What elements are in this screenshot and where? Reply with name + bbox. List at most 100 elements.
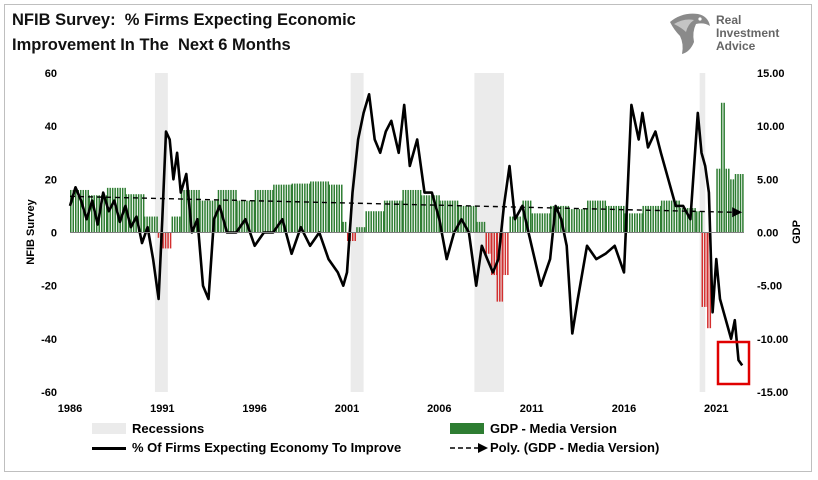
gdp-bar	[331, 184, 333, 233]
gdp-bar	[409, 189, 412, 233]
gdp-bar	[254, 189, 257, 233]
gdp-bar	[599, 200, 602, 233]
gdp-bar	[356, 227, 358, 233]
gdp-bar	[273, 184, 275, 233]
gdp-bar	[549, 213, 551, 233]
gdp-bar	[730, 179, 732, 233]
gdp-bar	[404, 189, 407, 233]
gdp-bar	[451, 200, 454, 233]
gdp-bar	[315, 181, 317, 233]
gdp-bar	[317, 181, 320, 233]
gdp-bar	[509, 216, 511, 233]
gdp-bar	[80, 189, 82, 233]
right-tick-label: 0.00	[757, 228, 778, 240]
gdp-bar	[620, 205, 623, 233]
gdp-bar	[581, 209, 583, 233]
legend-swatch-trend	[450, 443, 488, 453]
gdp-bar	[631, 213, 633, 233]
gdp-bar	[608, 205, 610, 233]
gdp-bar	[283, 184, 285, 233]
gdp-bar	[734, 174, 737, 233]
x-tick-label: 2006	[427, 403, 451, 415]
legend-swatch-gdp	[450, 423, 484, 434]
gdp-bar	[312, 181, 315, 233]
gdp-bar	[723, 102, 725, 233]
chart-title-line-1: NFIB Survey: % Firms Expecting Economic	[12, 11, 356, 29]
gdp-bar	[251, 200, 253, 233]
left-axis-ticks: 60 40 20 0 -20 -40 -60	[41, 68, 57, 399]
gdp-bar	[248, 200, 251, 233]
gdp-bar	[253, 200, 256, 233]
eagle-logo-icon	[670, 13, 710, 54]
gdp-bar	[565, 205, 567, 233]
gdp-bar	[301, 183, 304, 233]
gdp-bar	[704, 232, 706, 307]
gdp-bar	[578, 209, 581, 233]
left-tick-label: 20	[45, 174, 57, 186]
gdp-bar	[157, 232, 160, 238]
gdp-bar	[162, 232, 164, 249]
right-axis-ticks: 15.00 10.00 5.00 0.00 -5.00 -10.00 -15.00	[757, 68, 788, 399]
gdp-bar	[647, 205, 649, 233]
gdp-bar	[391, 200, 393, 233]
gdp-bar	[206, 200, 209, 233]
gdp-bar	[169, 232, 172, 249]
gdp-bar	[522, 200, 524, 233]
gdp-bar	[342, 221, 344, 233]
gdp-bar	[573, 209, 576, 233]
gdp-bar	[602, 200, 604, 233]
gdp-bar	[140, 194, 142, 233]
left-axis-label: NFIB Survey	[25, 198, 37, 264]
gdp-bar	[511, 216, 514, 233]
x-tick-label: 2011	[520, 403, 544, 415]
gdp-bar	[291, 183, 294, 233]
gdp-bar	[386, 200, 388, 233]
gdp-bar	[114, 187, 116, 233]
right-tick-label: 5.00	[757, 174, 778, 186]
gdp-bar	[668, 200, 670, 233]
gdp-bar	[90, 195, 93, 233]
gdp-bar	[95, 195, 98, 233]
gdp-bar	[673, 200, 675, 233]
gdp-bar	[306, 183, 309, 233]
gdp-bar	[663, 200, 665, 233]
right-tick-label: 15.00	[757, 68, 785, 80]
gdp-bar	[204, 200, 206, 233]
gdp-bar	[393, 200, 396, 233]
gdp-bar	[142, 194, 145, 233]
gdp-bar	[77, 189, 79, 233]
x-tick-label: 2016	[612, 403, 636, 415]
gdp-bar	[557, 205, 560, 233]
gdp-bar	[529, 200, 532, 233]
gdp-bar	[148, 216, 151, 233]
gdp-bar	[428, 195, 430, 233]
survey-line	[68, 93, 744, 367]
gdp-bar	[285, 184, 288, 233]
gdp-bar	[420, 195, 423, 233]
gdp-bar	[341, 184, 343, 233]
gdp-bar	[691, 208, 694, 233]
gdp-bar	[417, 189, 419, 233]
gdp-bar	[262, 189, 264, 233]
gdp-bar	[412, 189, 414, 233]
gdp-bar	[190, 189, 193, 233]
gdp-bar	[649, 205, 652, 233]
gdp-bar	[354, 232, 356, 242]
gdp-bar	[478, 221, 481, 233]
gdp-bar	[290, 184, 293, 233]
gdp-bar	[519, 216, 521, 233]
gdp-bar	[322, 181, 325, 233]
gdp-bar	[465, 205, 467, 233]
gdp-bar	[670, 200, 673, 233]
gdp-bar	[737, 174, 739, 233]
gdp-bar	[701, 232, 704, 307]
gdp-bar	[171, 216, 174, 233]
logo-line-2: Investment	[716, 26, 780, 40]
gdp-bar	[444, 200, 446, 233]
gdp-bar	[105, 195, 108, 233]
gdp-bar	[75, 189, 77, 233]
gdp-bar	[485, 232, 487, 254]
gdp-bar	[280, 184, 283, 233]
gdp-trend-arrowhead	[732, 207, 743, 218]
